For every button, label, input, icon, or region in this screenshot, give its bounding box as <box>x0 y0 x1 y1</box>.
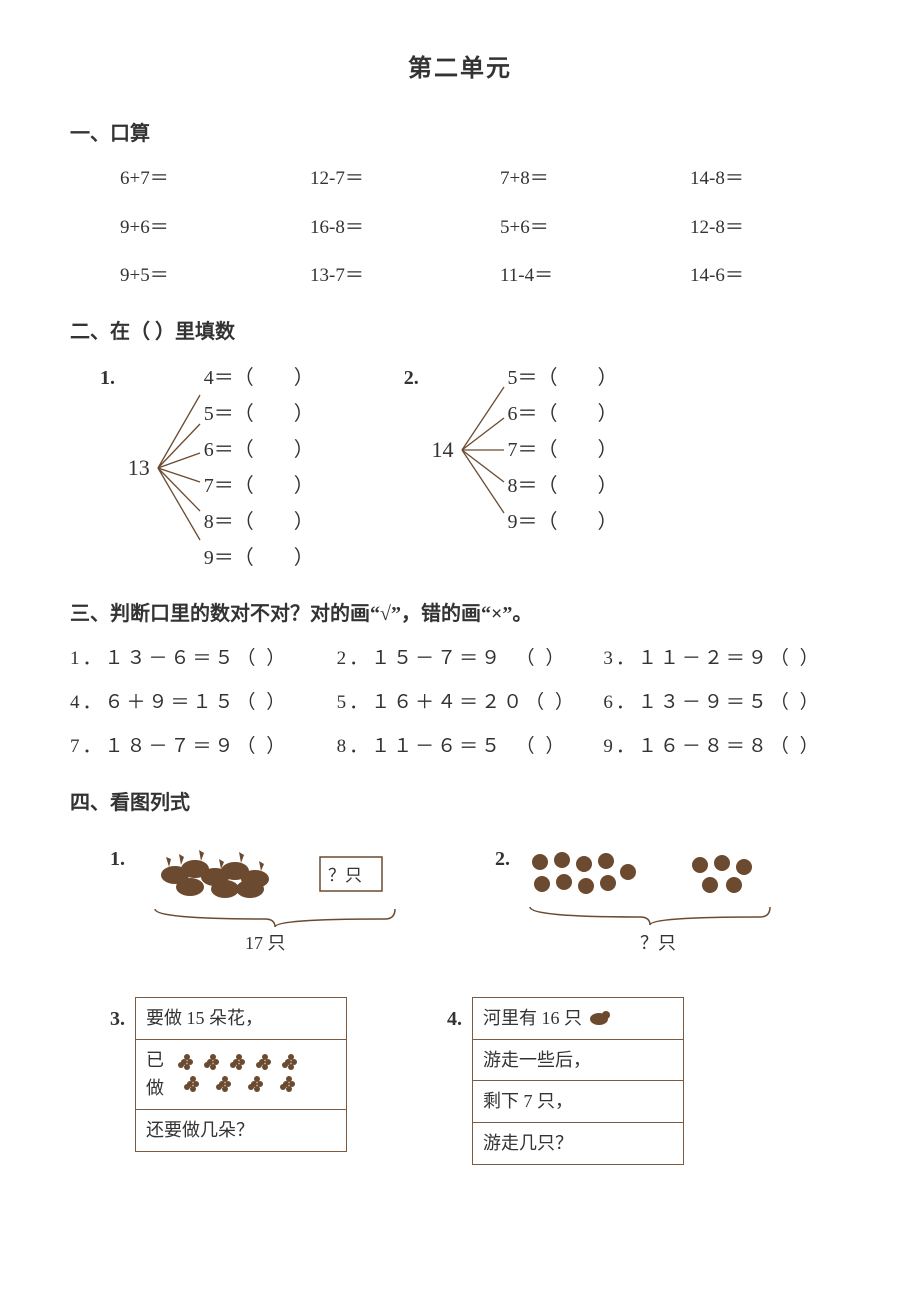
section4-head: 四、看图列式 <box>70 787 850 819</box>
judge-grid: 1．１３－６＝５（ ） 2．１５－７＝９ （ ） 3．１１－２＝９（ ） 4．６… <box>70 644 850 763</box>
mc: 5+6＝ <box>500 213 660 243</box>
mc: 12-8＝ <box>690 213 850 243</box>
judge-item: 9．１６－８＝８（ ） <box>603 732 850 762</box>
q-num: 4. <box>447 1003 462 1035</box>
mc: 6+7＝ <box>120 164 280 194</box>
page-title: 第二单元 <box>70 50 850 88</box>
fan-row: 1. 13 4＝（ ） 5＝（ ） 6＝（ ） 7＝（ ） 8＝（ ） <box>70 362 850 574</box>
mc: 14-8＝ <box>690 164 850 194</box>
q3-line2: 已做 <box>136 1040 346 1111</box>
q4-line1-text: 河里有 16 只 <box>483 1004 582 1033</box>
fan-eq: 9＝（ ） <box>508 506 618 538</box>
mc: 7+8＝ <box>500 164 660 194</box>
section3-head: 三、判断口里的数对不对？对的画“√”，错的画“×”。 <box>70 598 850 630</box>
pic-row-1: 1. 2. <box>70 837 850 957</box>
q1-unknown: ？只 <box>328 862 362 889</box>
fan-eq: 4＝（ ） <box>204 362 314 394</box>
fan-root: 14 <box>432 432 454 467</box>
fan-root: 13 <box>128 450 150 485</box>
judge-item: 2．１５－７＝９ （ ） <box>337 644 584 674</box>
fan-lines-icon <box>154 383 204 553</box>
judge-item: 1．１３－６＝５（ ） <box>70 644 317 674</box>
q3-line3: 还要做几朵？ <box>136 1110 346 1151</box>
fan-eq: 6＝（ ） <box>508 398 618 430</box>
judge-item: 4．６＋９＝１５（ ） <box>70 688 317 718</box>
fan-eq: 5＝（ ） <box>204 398 314 430</box>
q3-box: 要做 15 朵花， 已做 <box>135 997 347 1152</box>
judge-item: 8．１１－６＝５ （ ） <box>337 732 584 762</box>
fan-eq: 5＝（ ） <box>508 362 618 394</box>
fan-eq: 8＝（ ） <box>508 470 618 502</box>
fan-lines-icon <box>458 375 508 525</box>
mc: 11-4＝ <box>500 261 660 291</box>
q-num: 3. <box>110 1003 125 1035</box>
judge-item: 5．１６＋４＝２０（ ） <box>337 688 584 718</box>
mc: 16-8＝ <box>310 213 470 243</box>
q3-line2a: 已做 <box>146 1046 170 1104</box>
q2-total: ？只 <box>640 929 676 958</box>
mental-math-grid: 6+7＝ 12-7＝ 7+8＝ 14-8＝ 9+6＝ 16-8＝ 5+6＝ 12… <box>70 164 850 291</box>
flower-row <box>176 1054 336 1094</box>
q4-line4: 游走几只？ <box>473 1123 683 1164</box>
fan-eq: 7＝（ ） <box>508 434 618 466</box>
q1-total: 17 只 <box>245 929 286 958</box>
fan-block-1: 1. 13 4＝（ ） 5＝（ ） 6＝（ ） 7＝（ ） 8＝（ ） <box>100 362 314 574</box>
q4-block: 4. 河里有 16 只 游走一些后， 剩下 7 只， 游走几只？ <box>447 997 684 1165</box>
section1-head: 一、口算 <box>70 118 850 150</box>
judge-item: 6．１３－９＝５（ ） <box>603 688 850 718</box>
q-num: 1. <box>110 843 125 875</box>
flowers-icon <box>176 1054 336 1094</box>
q4-line3: 剩下 7 只， <box>473 1081 683 1123</box>
q4-box: 河里有 16 只 游走一些后， 剩下 7 只， 游走几只？ <box>472 997 684 1165</box>
mc: 9+5＝ <box>120 261 280 291</box>
fan-eq: 6＝（ ） <box>204 434 314 466</box>
fan-eq: 8＝（ ） <box>204 506 314 538</box>
judge-item: 3．１１－２＝９（ ） <box>603 644 850 674</box>
q4-line2: 游走一些后， <box>473 1040 683 1082</box>
duck-icon <box>588 1009 610 1027</box>
q-num: 2. <box>495 843 510 875</box>
q4-line1: 河里有 16 只 <box>473 998 683 1040</box>
word-row: 3. 要做 15 朵花， 已做 <box>70 997 850 1165</box>
fan-eq: 9＝（ ） <box>204 542 314 574</box>
mc: 9+6＝ <box>120 213 280 243</box>
mc: 12-7＝ <box>310 164 470 194</box>
fan-eq: 7＝（ ） <box>204 470 314 502</box>
mc: 13-7＝ <box>310 261 470 291</box>
fan-num: 1. <box>100 367 115 389</box>
fan-num: 2. <box>404 367 419 389</box>
judge-item: 7．１８－７＝９（ ） <box>70 732 317 762</box>
q3-line1: 要做 15 朵花， <box>136 998 346 1040</box>
mc: 14-6＝ <box>690 261 850 291</box>
section2-head: 二、在（ ）里填数 <box>70 316 850 348</box>
q3-block: 3. 要做 15 朵花， 已做 <box>110 997 347 1165</box>
fan-block-2: 2. 14 5＝（ ） 6＝（ ） 7＝（ ） 8＝（ ） 9＝（ ） <box>404 362 618 574</box>
